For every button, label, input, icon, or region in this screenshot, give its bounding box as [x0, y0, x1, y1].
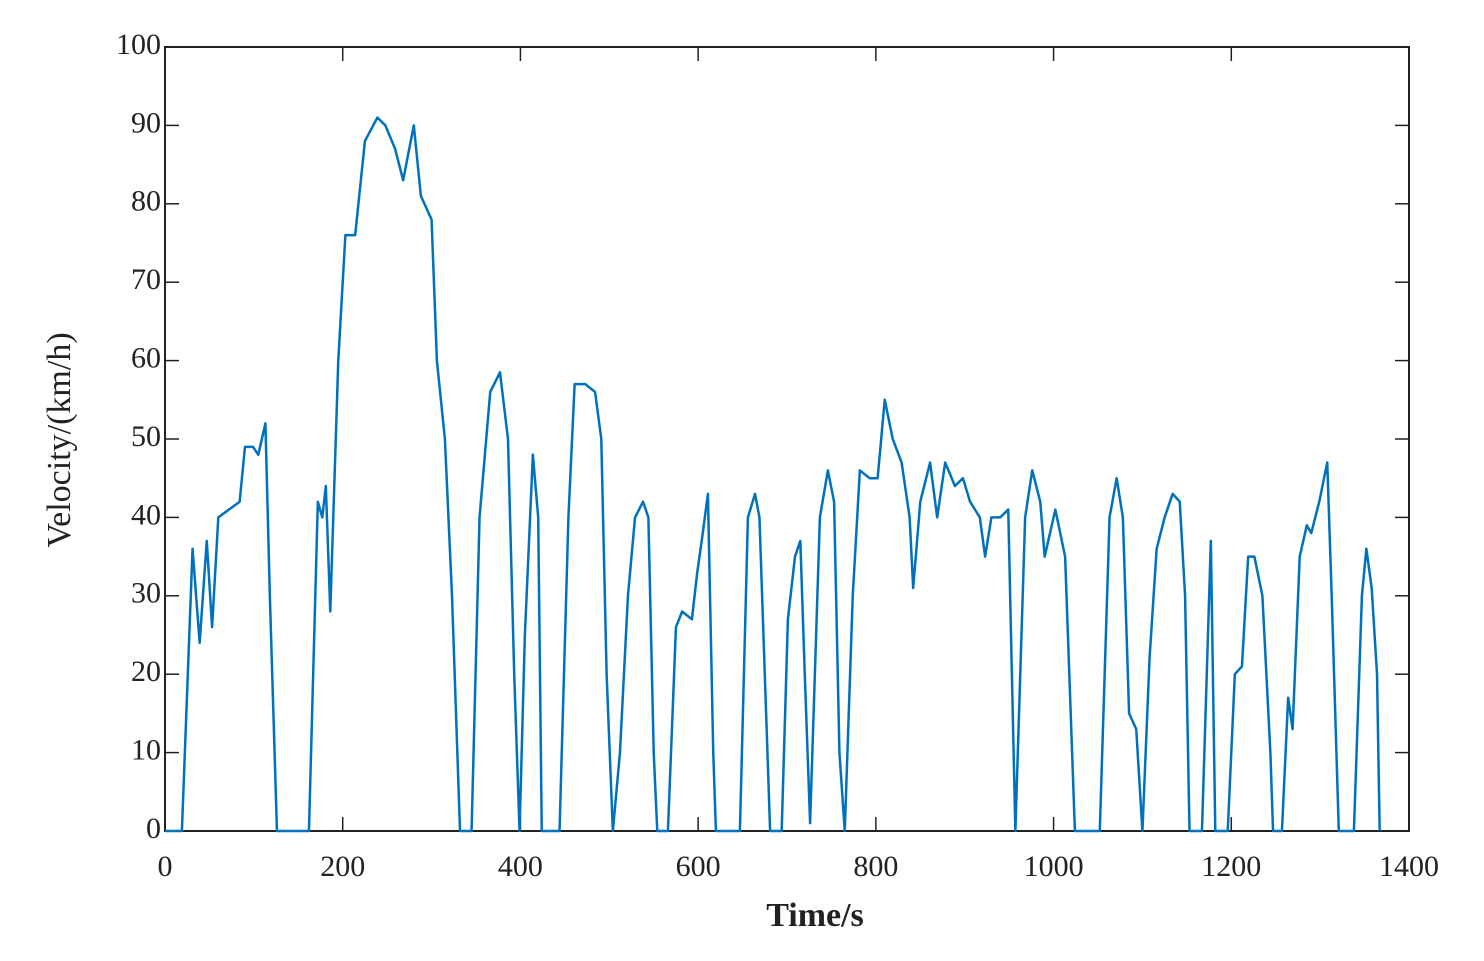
x-tick-label: 1200 [1201, 850, 1261, 883]
y-tick-label: 100 [116, 28, 161, 61]
x-axis-label: Time/s [766, 897, 864, 934]
y-tick-label: 90 [131, 106, 161, 139]
y-tick-label: 10 [131, 733, 161, 766]
y-tick-label: 0 [146, 812, 161, 845]
x-tick-label: 800 [853, 850, 898, 883]
x-tick-label: 0 [158, 850, 173, 883]
x-tick-label: 600 [676, 850, 721, 883]
y-tick-label: 50 [131, 420, 161, 453]
x-tick-label: 200 [320, 850, 365, 883]
x-tick-label: 1000 [1024, 850, 1084, 883]
y-tick-label: 30 [131, 577, 161, 610]
y-tick-label: 70 [131, 263, 161, 296]
y-tick-label: 80 [131, 185, 161, 218]
y-axis-label: Velocity/(km/h) [41, 332, 78, 547]
plot-frame [164, 46, 1410, 832]
y-tick-label: 20 [131, 655, 161, 688]
x-tick-label: 400 [498, 850, 543, 883]
series-line [165, 116, 1381, 833]
y-tick-label: 60 [131, 341, 161, 374]
x-tick-label: 1400 [1379, 850, 1439, 883]
y-tick-label: 40 [131, 498, 161, 531]
